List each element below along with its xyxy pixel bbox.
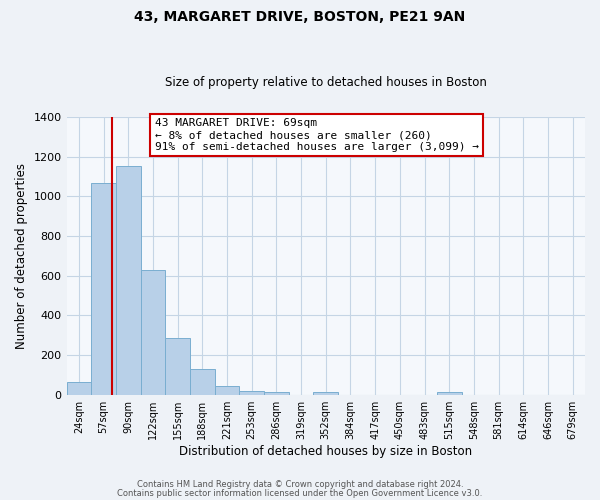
Text: 43 MARGARET DRIVE: 69sqm
← 8% of detached houses are smaller (260)
91% of semi-d: 43 MARGARET DRIVE: 69sqm ← 8% of detache… <box>155 118 479 152</box>
Bar <box>67 382 91 394</box>
Text: Contains HM Land Registry data © Crown copyright and database right 2024.: Contains HM Land Registry data © Crown c… <box>137 480 463 489</box>
Bar <box>215 386 239 394</box>
Text: 43, MARGARET DRIVE, BOSTON, PE21 9AN: 43, MARGARET DRIVE, BOSTON, PE21 9AN <box>134 10 466 24</box>
Bar <box>264 392 289 394</box>
Bar <box>91 184 116 394</box>
Bar <box>313 392 338 394</box>
Bar <box>239 390 264 394</box>
Bar <box>190 369 215 394</box>
X-axis label: Distribution of detached houses by size in Boston: Distribution of detached houses by size … <box>179 444 472 458</box>
Bar <box>116 166 140 394</box>
Bar <box>165 338 190 394</box>
Title: Size of property relative to detached houses in Boston: Size of property relative to detached ho… <box>165 76 487 90</box>
Bar <box>437 392 461 394</box>
Bar <box>140 270 165 394</box>
Y-axis label: Number of detached properties: Number of detached properties <box>15 163 28 349</box>
Text: Contains public sector information licensed under the Open Government Licence v3: Contains public sector information licen… <box>118 488 482 498</box>
